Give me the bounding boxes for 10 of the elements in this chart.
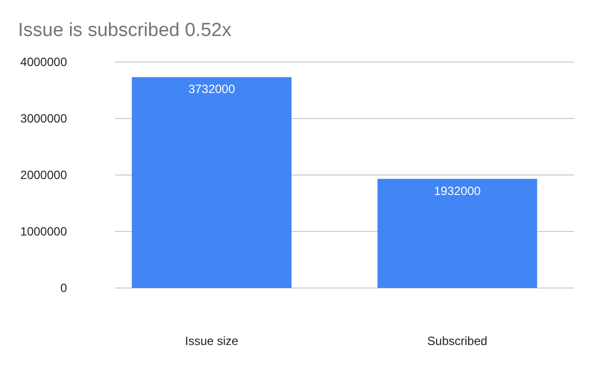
y-tick-label: 4000000: [20, 55, 68, 69]
y-tick-label: 0: [60, 281, 68, 295]
y-tick-label: 2000000: [20, 168, 68, 182]
y-tick-label: 1000000: [20, 224, 68, 238]
x-tick-label: Subscribed: [427, 334, 488, 348]
data-label: 1932000: [434, 184, 482, 198]
y-tick-label: 3000000: [20, 112, 68, 126]
chart-title: Issue is subscribed 0.52x: [18, 20, 232, 41]
x-tick-label: Issue size: [185, 334, 239, 348]
data-label: 3732000: [188, 82, 236, 96]
